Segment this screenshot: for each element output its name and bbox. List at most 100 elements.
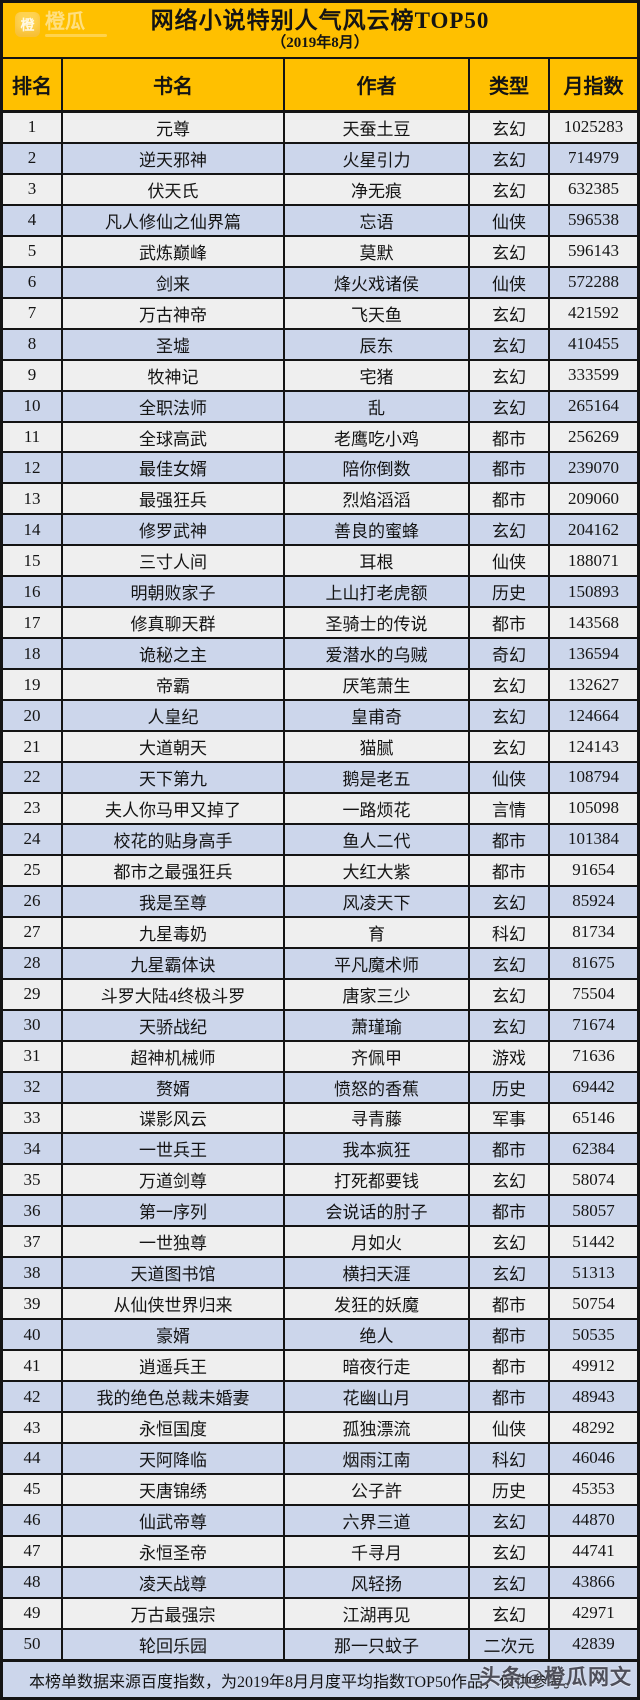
author-cell: 打死都要钱 — [285, 1165, 470, 1195]
rank-cell: 32 — [3, 1072, 63, 1102]
month-index-cell: 51313 — [572, 1262, 615, 1282]
rank-cell: 26 — [3, 886, 63, 916]
book-title-cell: 我的绝色总裁未婚妻 — [63, 1382, 285, 1412]
book-title-cell: 伏天氏 — [63, 174, 285, 204]
month-index-cell: 209060 — [568, 488, 619, 508]
rank-cell: 16 — [3, 577, 63, 607]
author-cell: 横扫天涯 — [285, 1258, 470, 1288]
month-index-cell: 188071 — [568, 550, 619, 570]
table-row: 27 九星毒奶 育 科幻 81734 — [3, 917, 637, 949]
table-row: 11 全球高武 老鹰吃小鸡 都市 256269 — [3, 422, 637, 454]
author-cell: 皇甫奇 — [285, 701, 470, 731]
genre-cell: 玄幻 — [470, 732, 550, 762]
author-cell: 暗夜行走 — [285, 1351, 470, 1381]
rank-cell: 1 — [3, 113, 63, 142]
table-row: 29 斗罗大陆4终极斗罗 唐家三少 玄幻 75504 — [3, 979, 637, 1011]
author-cell: 千寻月 — [285, 1536, 470, 1566]
rank-cell: 25 — [3, 855, 63, 885]
table-row: 49 万古最强宗 江湖再见 玄幻 42971 — [3, 1598, 637, 1630]
table-row: 34 一世兵王 我本疯狂 都市 62384 — [3, 1134, 637, 1166]
book-title-cell: 诡秘之主 — [63, 639, 285, 669]
table-row: 6 剑来 烽火戏诸侯 仙侠 572288 — [3, 267, 637, 299]
book-title-cell: 帝霸 — [63, 670, 285, 700]
book-title-cell: 第一序列 — [63, 1196, 285, 1226]
author-cell: 忘语 — [285, 205, 470, 235]
rank-cell: 17 — [3, 608, 63, 638]
table-row: 2 逆天邪神 火星引力 玄幻 714979 — [3, 143, 637, 175]
table-row: 50 轮回乐园 那一只蚊子 二次元 42839 — [3, 1629, 637, 1659]
month-index-cell: 51442 — [572, 1231, 615, 1251]
author-cell: 平凡魔术师 — [285, 948, 470, 978]
month-index-cell: 45353 — [572, 1479, 615, 1499]
book-title-cell: 万古神帝 — [63, 298, 285, 328]
book-title-cell: 最强狂兵 — [63, 484, 285, 514]
month-index-cell: 44741 — [572, 1541, 615, 1561]
author-cell: 风轻扬 — [285, 1567, 470, 1597]
table-row: 1 元尊 天蚕土豆 玄幻 1025283 — [3, 113, 637, 144]
genre-cell: 历史 — [470, 1072, 550, 1102]
month-index-cell: 124664 — [568, 705, 619, 725]
rank-cell: 35 — [3, 1165, 63, 1195]
month-index-cell: 48943 — [572, 1386, 615, 1406]
author-cell: 会说话的肘子 — [285, 1196, 470, 1226]
book-title-cell: 凌天战尊 — [63, 1567, 285, 1597]
book-title-cell: 九星毒奶 — [63, 917, 285, 947]
genre-cell: 玄幻 — [470, 360, 550, 390]
table-row: 26 我是至尊 风凌天下 玄幻 85924 — [3, 886, 637, 918]
month-index-cell: 632385 — [568, 179, 619, 199]
rank-cell: 46 — [3, 1505, 63, 1535]
month-index-cell: 256269 — [568, 427, 619, 446]
month-index-cell: 42839 — [572, 1634, 615, 1654]
rank-cell: 11 — [3, 422, 63, 452]
table-row: 41 逍遥兵王 暗夜行走 都市 49912 — [3, 1351, 637, 1383]
genre-cell: 玄幻 — [470, 515, 550, 545]
month-index-cell: 410455 — [568, 334, 619, 354]
genre-cell: 都市 — [470, 855, 550, 885]
table-row: 45 天唐锦绣 公子許 历史 45353 — [3, 1474, 637, 1506]
genre-cell: 都市 — [470, 824, 550, 854]
chengua-app-icon: 橙 — [15, 12, 40, 37]
footer-note: 本榜单数据来源百度指数，为2019年8月月度平均指数TOP50作品，仅供参考。 — [29, 1673, 579, 1691]
table-body: 1 元尊 天蚕土豆 玄幻 1025283 2 逆天邪神 火星引力 玄幻 7149… — [3, 113, 637, 1659]
genre-cell: 玄幻 — [470, 1010, 550, 1040]
genre-cell: 都市 — [470, 1134, 550, 1164]
book-title-cell: 修真聊天群 — [63, 608, 285, 638]
month-index-cell: 58057 — [572, 1200, 615, 1220]
table-row: 33 谍影风云 寻青藤 军事 65146 — [3, 1103, 637, 1135]
table-row: 38 天道图书馆 横扫天涯 玄幻 51313 — [3, 1258, 637, 1290]
table-footer: 本榜单数据来源百度指数，为2019年8月月度平均指数TOP50作品，仅供参考。 — [3, 1659, 637, 1697]
rank-cell: 21 — [3, 732, 63, 762]
author-cell: 那一只蚊子 — [285, 1629, 470, 1659]
month-index-cell: 65146 — [572, 1107, 615, 1127]
page-subtitle: （2019年8月） — [271, 35, 369, 51]
table-row: 9 牧神记 宅猪 玄幻 333599 — [3, 360, 637, 392]
table-row: 16 明朝败家子 上山打老虎额 历史 150893 — [3, 577, 637, 609]
book-title-cell: 全球高武 — [63, 422, 285, 452]
book-title-cell: 大道朝天 — [63, 732, 285, 762]
rank-cell: 6 — [3, 267, 63, 297]
book-title-cell: 从仙侠世界归来 — [63, 1289, 285, 1319]
rank-cell: 20 — [3, 701, 63, 731]
month-index-cell: 265164 — [568, 396, 619, 416]
book-title-cell: 永恒国度 — [63, 1413, 285, 1442]
genre-cell: 玄幻 — [470, 174, 550, 204]
author-cell: 辰东 — [285, 329, 470, 359]
table-row: 40 豪婿 绝人 都市 50535 — [3, 1320, 637, 1352]
table-row: 8 圣墟 辰东 玄幻 410455 — [3, 329, 637, 361]
table-row: 21 大道朝天 猫腻 玄幻 124143 — [3, 732, 637, 764]
author-cell: 花幽山月 — [285, 1382, 470, 1412]
rank-cell: 18 — [3, 639, 63, 669]
book-title-cell: 人皇纪 — [63, 701, 285, 731]
month-index-cell: 71674 — [572, 1015, 615, 1035]
table-row: 18 诡秘之主 爱潜水的乌贼 奇幻 136594 — [3, 639, 637, 671]
rank-cell: 45 — [3, 1474, 63, 1504]
author-cell: 陪你倒数 — [285, 453, 470, 483]
table-row: 22 天下第九 鹅是老五 仙侠 108794 — [3, 763, 637, 794]
table-row: 43 永恒国度 孤独漂流 仙侠 48292 — [3, 1413, 637, 1444]
book-title-cell: 凡人修仙之仙界篇 — [63, 205, 285, 235]
book-title-cell: 都市之最强狂兵 — [63, 855, 285, 885]
author-cell: 厌笔萧生 — [285, 670, 470, 700]
genre-cell: 都市 — [470, 1289, 550, 1319]
genre-cell: 都市 — [470, 1320, 550, 1350]
toutiao-watermark: 头条@橙瓜网文 — [479, 1665, 632, 1689]
